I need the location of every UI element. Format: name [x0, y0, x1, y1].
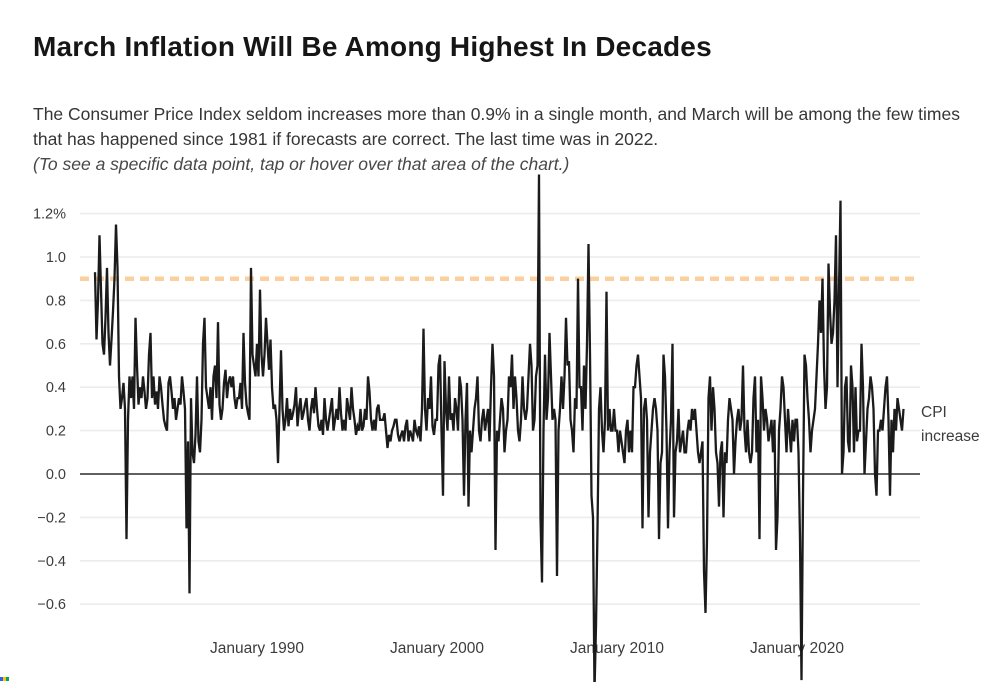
y-axis-tick-label: −0.4: [37, 554, 66, 570]
y-axis-tick-label: 0.6: [46, 337, 66, 353]
subtitle-text: The Consumer Price Index seldom increase…: [33, 103, 960, 149]
y-axis-tick-label: 0.2: [46, 424, 66, 440]
series-label-cpi-increase: CPI: [921, 404, 947, 421]
cpi-line-chart[interactable]: 1.2% 1.0 0.8 0.6 0.4 0.2 0.0 −0.2 −0.4 −0.6 Januar…: [0, 160, 993, 682]
y-axis-tick-label: 1.2%: [33, 207, 66, 223]
x-axis-tick-label: January 2010: [570, 640, 664, 657]
hover-instruction-note: (To see a specific data point, tap or ho…: [33, 153, 570, 174]
x-axis-tick-label: January 2020: [750, 640, 844, 657]
y-axis-tick-label: −0.2: [37, 510, 66, 526]
chart-area[interactable]: 1.2% 1.0 0.8 0.6 0.4 0.2 0.0 −0.2 −0.4 −0.6 Januar…: [0, 160, 993, 682]
page-title: March Inflation Will Be Among Highest In…: [33, 30, 712, 62]
y-axis-tick-label: 0.8: [46, 293, 66, 309]
y-axis-tick-label: 0.4: [46, 380, 66, 396]
y-axis-tick-label: −0.6: [37, 597, 66, 613]
x-axis-tick-label: January 2000: [390, 640, 484, 657]
cpi-data-line[interactable]: [93, 174, 905, 682]
chart-subtitle: The Consumer Price Index seldom increase…: [33, 102, 968, 177]
y-axis-tick-label: 1.0: [46, 250, 66, 266]
y-axis-tick-label: 0.0: [46, 467, 66, 483]
x-axis-tick-label: January 1990: [210, 640, 304, 657]
corner-logo-fragment: [0, 677, 9, 681]
series-label-cpi-increase: increase: [921, 428, 980, 445]
